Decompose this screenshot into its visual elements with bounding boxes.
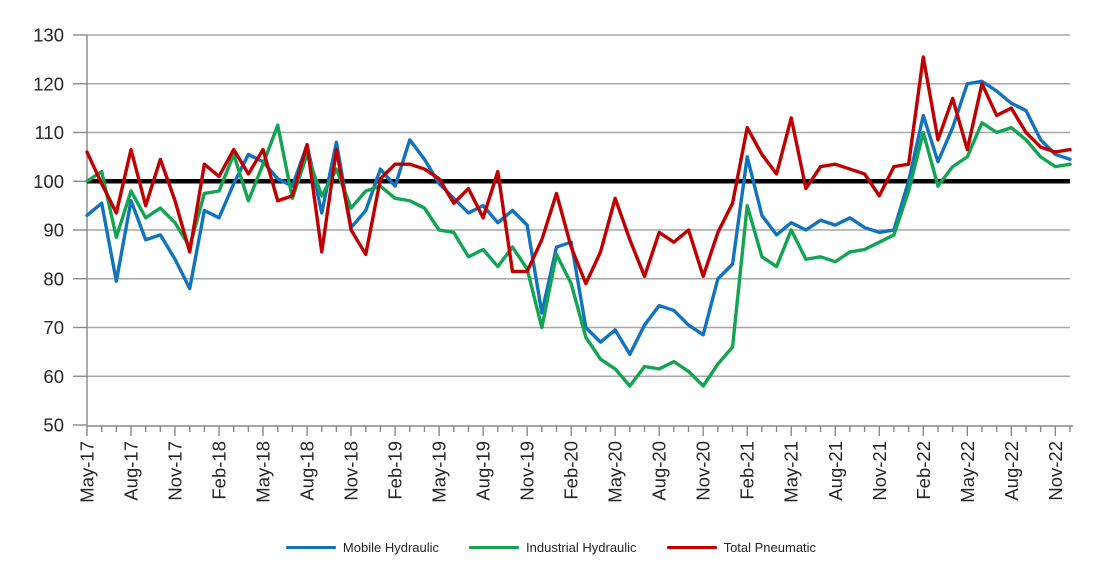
- legend-item-industrial-hydraulic: Industrial Hydraulic: [469, 541, 637, 554]
- x-tick-label: Aug-19: [473, 441, 494, 501]
- legend: Mobile Hydraulic Industrial Hydraulic Tota…: [0, 541, 1102, 554]
- x-tick-label: Feb-18: [209, 441, 230, 500]
- series-total-pneumatic: [85, 55, 1072, 286]
- x-tick-label: May-17: [77, 441, 98, 503]
- x-tick-label: May-22: [957, 441, 978, 503]
- y-tick-label: 100: [33, 171, 64, 192]
- x-tick-label: Aug-21: [825, 441, 846, 501]
- x-axis: May-17 Aug-17 Nov-17 Feb-18 May-18 Aug-18 Nov-…: [77, 425, 1073, 503]
- x-tick-label: Nov-19: [517, 441, 538, 501]
- y-tick-label: 80: [43, 268, 64, 289]
- legend-swatch: [666, 545, 717, 550]
- y-tick-label: 120: [33, 73, 64, 94]
- legend-label: Industrial Hydraulic: [526, 540, 637, 555]
- x-tick-label: Feb-22: [913, 441, 934, 500]
- x-tick-label: Aug-17: [121, 441, 142, 501]
- x-tick-label: Feb-21: [737, 441, 758, 500]
- y-tick-label: 50: [43, 415, 64, 436]
- x-tick-label: May-18: [253, 441, 274, 503]
- x-tick-label: Nov-20: [693, 441, 714, 501]
- x-tick-label: May-20: [605, 441, 626, 503]
- legend-label: Total Pneumatic: [723, 540, 817, 555]
- legend-label: Mobile Hydraulic: [342, 540, 440, 555]
- legend-swatch: [285, 545, 336, 550]
- x-tick-label: Nov-21: [869, 441, 890, 501]
- y-tick-label: 110: [35, 122, 65, 143]
- legend-item-total-pneumatic: Total Pneumatic: [666, 540, 817, 555]
- x-tick-label: May-21: [781, 441, 802, 503]
- y-axis: 50 60 70 80 90 100 110 120 130: [33, 25, 88, 436]
- y-tick-label: 70: [43, 317, 64, 338]
- legend-swatch: [469, 545, 520, 550]
- x-tick-label: Nov-17: [165, 441, 186, 501]
- x-tick-label: Aug-18: [297, 441, 318, 501]
- x-tick-label: Aug-20: [649, 441, 670, 501]
- series-industrial-hydraulic: [85, 121, 1072, 388]
- y-tick-label: 130: [33, 25, 64, 46]
- legend-item-mobile-hydraulic: Mobile Hydraulic: [285, 540, 440, 555]
- series-mobile-hydraulic: [85, 79, 1072, 357]
- y-tick-label: 60: [43, 366, 64, 387]
- x-tick-label: Feb-19: [385, 441, 406, 500]
- x-tick-label: Aug-22: [1001, 441, 1022, 501]
- x-tick-label: Nov-22: [1045, 441, 1066, 501]
- gridlines: [87, 34, 1070, 377]
- x-tick-label: Nov-18: [341, 441, 362, 501]
- y-tick-label: 90: [43, 220, 64, 241]
- x-tick-label: May-19: [429, 441, 450, 503]
- x-tick-label: Feb-20: [561, 441, 582, 500]
